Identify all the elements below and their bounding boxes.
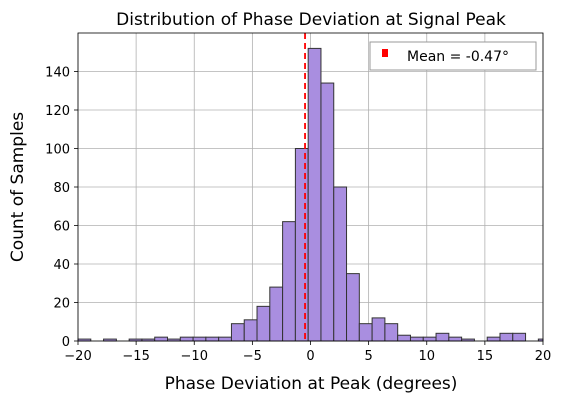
histogram-bar xyxy=(205,336,220,342)
histogram-bar xyxy=(435,332,450,342)
histogram-bar xyxy=(384,323,399,342)
y-tick-label: 20 xyxy=(53,297,70,312)
legend: Mean = -0.47° xyxy=(369,41,537,71)
histogram-bar xyxy=(499,332,514,342)
y-tick-label: 0 xyxy=(62,335,70,350)
x-tick-label: 15 xyxy=(477,349,494,364)
histogram-bar xyxy=(371,317,386,342)
histogram-bar xyxy=(486,336,501,342)
chart-title: Distribution of Phase Deviation at Signa… xyxy=(116,10,506,30)
axis-ticks: −20 −15 −10 −5 0 5 10 15 20 0 20 40 60 80 100 120 140 xyxy=(45,66,551,365)
x-tick-label: −15 xyxy=(122,349,149,364)
histogram-bar xyxy=(397,334,411,342)
histogram-bar xyxy=(358,323,373,342)
x-tick-label: 5 xyxy=(364,349,372,364)
histogram-bar xyxy=(282,221,296,342)
x-tick-label: −20 xyxy=(64,349,91,364)
y-tick-label: 100 xyxy=(45,143,70,158)
histogram-bar xyxy=(154,336,169,342)
y-tick-label: 80 xyxy=(53,181,70,196)
y-tick-label: 140 xyxy=(45,66,70,81)
x-axis-title: Phase Deviation at Peak (degrees) xyxy=(165,374,458,394)
x-tick-label: 10 xyxy=(418,349,435,364)
histogram-bar xyxy=(333,186,348,342)
legend-marker xyxy=(382,49,388,57)
y-tick-label: 40 xyxy=(53,258,70,273)
x-tick-label: −10 xyxy=(181,349,208,364)
histogram-bar xyxy=(243,319,258,342)
histogram-bar xyxy=(218,336,232,342)
histogram-bar xyxy=(448,336,463,342)
histogram-bar xyxy=(294,148,309,342)
histogram-bar xyxy=(179,336,194,342)
x-tick-label: 20 xyxy=(535,349,552,364)
legend-box xyxy=(369,41,537,71)
histogram-bar xyxy=(269,286,284,342)
histogram-bar xyxy=(320,82,335,342)
y-axis-title: Count of Samples xyxy=(8,112,28,262)
histogram-bar xyxy=(422,336,437,342)
histogram-bar xyxy=(512,332,527,342)
histogram-bar xyxy=(409,336,424,342)
histogram-bar xyxy=(307,47,322,342)
x-tick-label: −5 xyxy=(243,349,262,364)
y-tick-label: 60 xyxy=(53,220,70,235)
histogram-bar xyxy=(256,305,271,342)
histogram-bar xyxy=(230,323,245,342)
x-tick-label: 0 xyxy=(306,349,314,364)
histogram-bar xyxy=(192,336,207,342)
histogram-bar xyxy=(346,273,360,342)
legend-label: Mean = -0.47° xyxy=(407,49,509,65)
y-tick-label: 120 xyxy=(45,104,70,119)
histogram-bars xyxy=(77,47,544,342)
